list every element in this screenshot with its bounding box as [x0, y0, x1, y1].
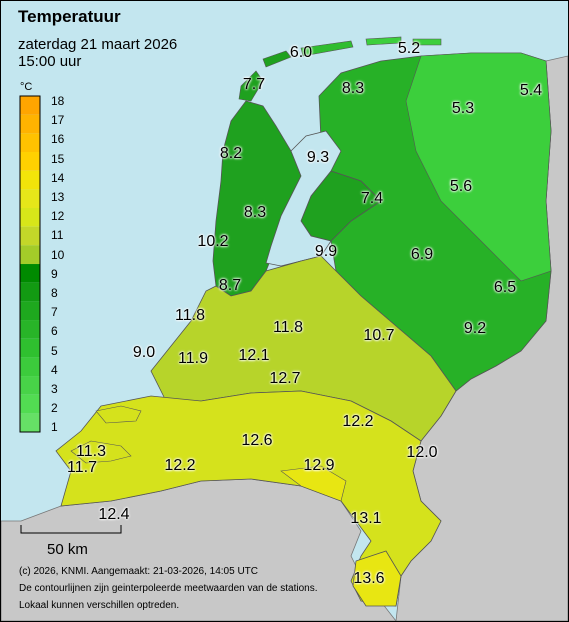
scale-label: 50 km [47, 541, 88, 558]
station-temperature: 11.9 [178, 350, 208, 367]
legend-label: 18 [51, 94, 65, 108]
station-temperature: 13.6 [353, 570, 385, 587]
legend-label: 6 [51, 324, 58, 339]
station-temperature: 11.8 [273, 319, 303, 336]
station-temperature: 12.1 [238, 347, 270, 364]
legend-label: 15 [51, 151, 65, 166]
station-temperature: 11.8 [175, 307, 205, 324]
legend-swatch [20, 301, 40, 321]
legend-swatch [20, 338, 40, 358]
station-temperature: 8.7 [218, 277, 242, 294]
legend-label: 7 [51, 305, 58, 320]
station-temperature: 6.0 [289, 44, 313, 61]
station-temperature: 10.7 [363, 327, 395, 344]
region-zeeland-2 [95, 405, 142, 424]
station-temperature: 8.3 [243, 204, 267, 221]
legend-label: 8 [51, 286, 58, 300]
legend-swatch [20, 357, 40, 377]
station-temperature: 7.4 [360, 190, 384, 207]
region-limburg [352, 550, 402, 607]
legend-label: 17 [51, 113, 65, 128]
legend-label: 5 [51, 343, 58, 358]
station-temperature: 9.2 [463, 320, 487, 337]
station-temperature: 9.0 [132, 344, 156, 361]
legend-swatch [20, 152, 40, 171]
station-temperature: 6.9 [410, 246, 434, 263]
map-title: Temperatuur [18, 7, 121, 26]
legend-unit: °C [20, 81, 33, 93]
legend-swatch [20, 264, 40, 283]
station-temperature: 13.1 [350, 510, 382, 527]
station-temperature: 8.2 [219, 145, 243, 162]
scale-bar [20, 525, 122, 534]
legend-label: 4 [51, 362, 58, 377]
legend-swatch [20, 133, 40, 153]
legend-swatch [20, 96, 40, 115]
station-temperature: 8.3 [341, 80, 365, 97]
station-temperature: 9.9 [314, 243, 338, 260]
station-temperature: 5.3 [451, 100, 475, 117]
legend-label: 16 [51, 132, 65, 147]
station-temperature: 5.2 [397, 40, 421, 57]
legend-label: 14 [51, 170, 65, 185]
island-vlieland [262, 50, 292, 68]
station-temperature: 12.6 [241, 432, 273, 449]
legend-label: 3 [51, 382, 58, 396]
station-temperature: 7.7 [242, 76, 266, 93]
island-texel [238, 70, 264, 102]
station-temperature: 6.5 [493, 279, 517, 296]
legend-swatch [20, 208, 40, 227]
station-temperature: 12.2 [342, 413, 374, 430]
legend-label: 13 [51, 190, 65, 204]
legend-swatch [20, 413, 40, 433]
station-temperature: 5.6 [449, 178, 473, 195]
station-temperature: 10.2 [197, 233, 229, 250]
legend-swatch [20, 114, 40, 134]
ijsselmeer [265, 130, 342, 267]
station-temperature: 12.9 [303, 457, 335, 474]
footer-note-1: De contourlijnen zijn geinterpoleerde me… [19, 583, 318, 594]
legend-label: 9 [51, 266, 58, 281]
station-temperature: 12.7 [269, 370, 301, 387]
footer-note-2: Lokaal kunnen verschillen optreden. [19, 600, 180, 611]
legend-swatch [20, 245, 40, 265]
map-date: zaterdag 21 maart 2026 [18, 36, 178, 53]
legend-label: 12 [51, 209, 65, 224]
island-schiermonnikoog [412, 38, 442, 46]
station-temperature: 12.2 [164, 457, 196, 474]
legend-label: 2 [51, 401, 58, 416]
island-ameland [365, 36, 402, 46]
legend-swatch [20, 282, 40, 302]
region-brabant-warm [280, 465, 347, 502]
legend-swatch [20, 376, 40, 395]
station-temperature: 12.0 [406, 444, 438, 461]
map-time: 15:00 uur [18, 53, 82, 70]
legend-label: 10 [51, 247, 65, 262]
legend-label: 1 [51, 420, 58, 435]
legend-swatch [20, 320, 40, 339]
station-temperature: 12.4 [98, 506, 130, 523]
legend-swatch [20, 394, 40, 414]
station-temperature: 11.7 [67, 459, 97, 476]
footer-copyright: (c) 2026, KNMI. Aangemaakt: 21-03-2026, … [19, 566, 259, 577]
legend-swatch [20, 226, 40, 246]
station-temperature: 9.3 [306, 149, 330, 166]
legend-scale [20, 96, 40, 433]
region-northeast-light [405, 52, 552, 282]
legend-swatch [20, 189, 40, 209]
station-temperature: 5.4 [519, 82, 543, 99]
legend-frame [19, 95, 41, 433]
station-temperature: 11.3 [76, 443, 106, 460]
legend-label: 11 [51, 228, 64, 243]
legend-swatch [20, 170, 40, 190]
region-zeeland [70, 440, 132, 464]
island-terschelling [300, 40, 354, 57]
